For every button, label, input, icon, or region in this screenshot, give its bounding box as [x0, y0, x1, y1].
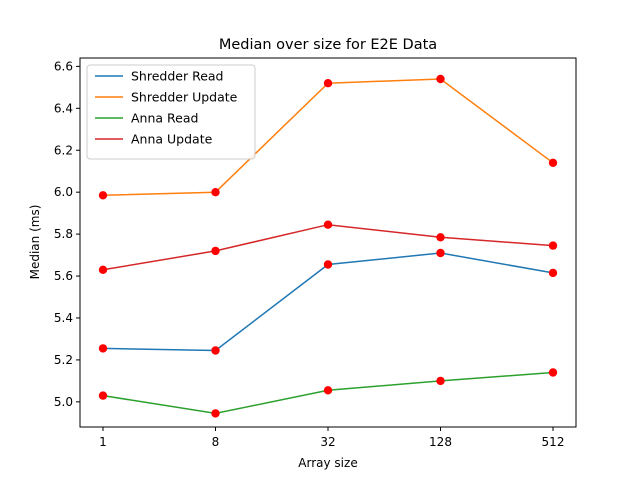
y-axis-label: Median (ms) — [28, 205, 42, 280]
data-point-3-2 — [323, 220, 333, 229]
data-point-0-3 — [436, 248, 445, 258]
x-tick-label-1: 8 — [212, 435, 220, 449]
data-point-1-2 — [323, 79, 333, 88]
data-point-2-3 — [436, 376, 445, 386]
x-tick-label-4: 512 — [542, 435, 565, 449]
x-tick-label-2: 32 — [320, 435, 335, 449]
x-axis: 1 8 32 128 512 — [99, 427, 564, 449]
y-tick-label-2: 5.4 — [54, 311, 73, 325]
y-tick-label-4: 5.8 — [54, 227, 73, 241]
legend: Shredder Read Shredder Update Anna Read Ann… — [86, 64, 256, 160]
legend-label-0: Shredder Read — [131, 69, 224, 84]
data-point-1-3 — [436, 74, 445, 84]
data-point-2-1 — [211, 409, 220, 418]
data-point-3-0 — [98, 265, 108, 274]
legend-label-1: Shredder Update — [131, 90, 238, 105]
data-point-3-4 — [548, 241, 558, 250]
data-point-1-1 — [211, 188, 220, 197]
data-point-2-0 — [98, 391, 108, 400]
plot-area — [98, 74, 558, 418]
x-tick-label-0: 1 — [99, 435, 107, 449]
data-point-2-2 — [323, 386, 333, 395]
data-point-0-2 — [323, 260, 333, 269]
data-point-1-4 — [548, 158, 558, 167]
y-tick-label-7: 6.4 — [54, 101, 73, 115]
data-point-0-1 — [211, 346, 220, 355]
data-point-3-3 — [436, 233, 445, 242]
data-point-2-4 — [548, 368, 558, 377]
y-tick-label-3: 5.6 — [54, 269, 73, 283]
y-tick-label-5: 6.0 — [54, 185, 73, 199]
data-point-0-0 — [98, 344, 108, 353]
data-point-1-0 — [98, 191, 108, 200]
data-point-0-4 — [548, 268, 558, 278]
y-axis: 5.0 5.2 5.4 5.6 5.8 6.0 6.2 6.4 6.6 — [54, 59, 80, 409]
y-tick-label-0: 5.0 — [54, 395, 73, 409]
y-tick-label-8: 6.6 — [54, 59, 73, 73]
y-tick-label-6: 6.2 — [54, 143, 73, 157]
data-point-3-1 — [211, 246, 220, 256]
x-tick-label-3: 128 — [429, 435, 452, 449]
x-axis-label: Array size — [298, 456, 357, 470]
y-tick-label-1: 5.2 — [54, 353, 73, 367]
legend-label-3: Anna Update — [131, 132, 213, 147]
legend-label-2: Anna Read — [131, 111, 198, 126]
chart-title: Median over size for E2E Data — [219, 37, 437, 53]
legend-box — [86, 64, 256, 160]
